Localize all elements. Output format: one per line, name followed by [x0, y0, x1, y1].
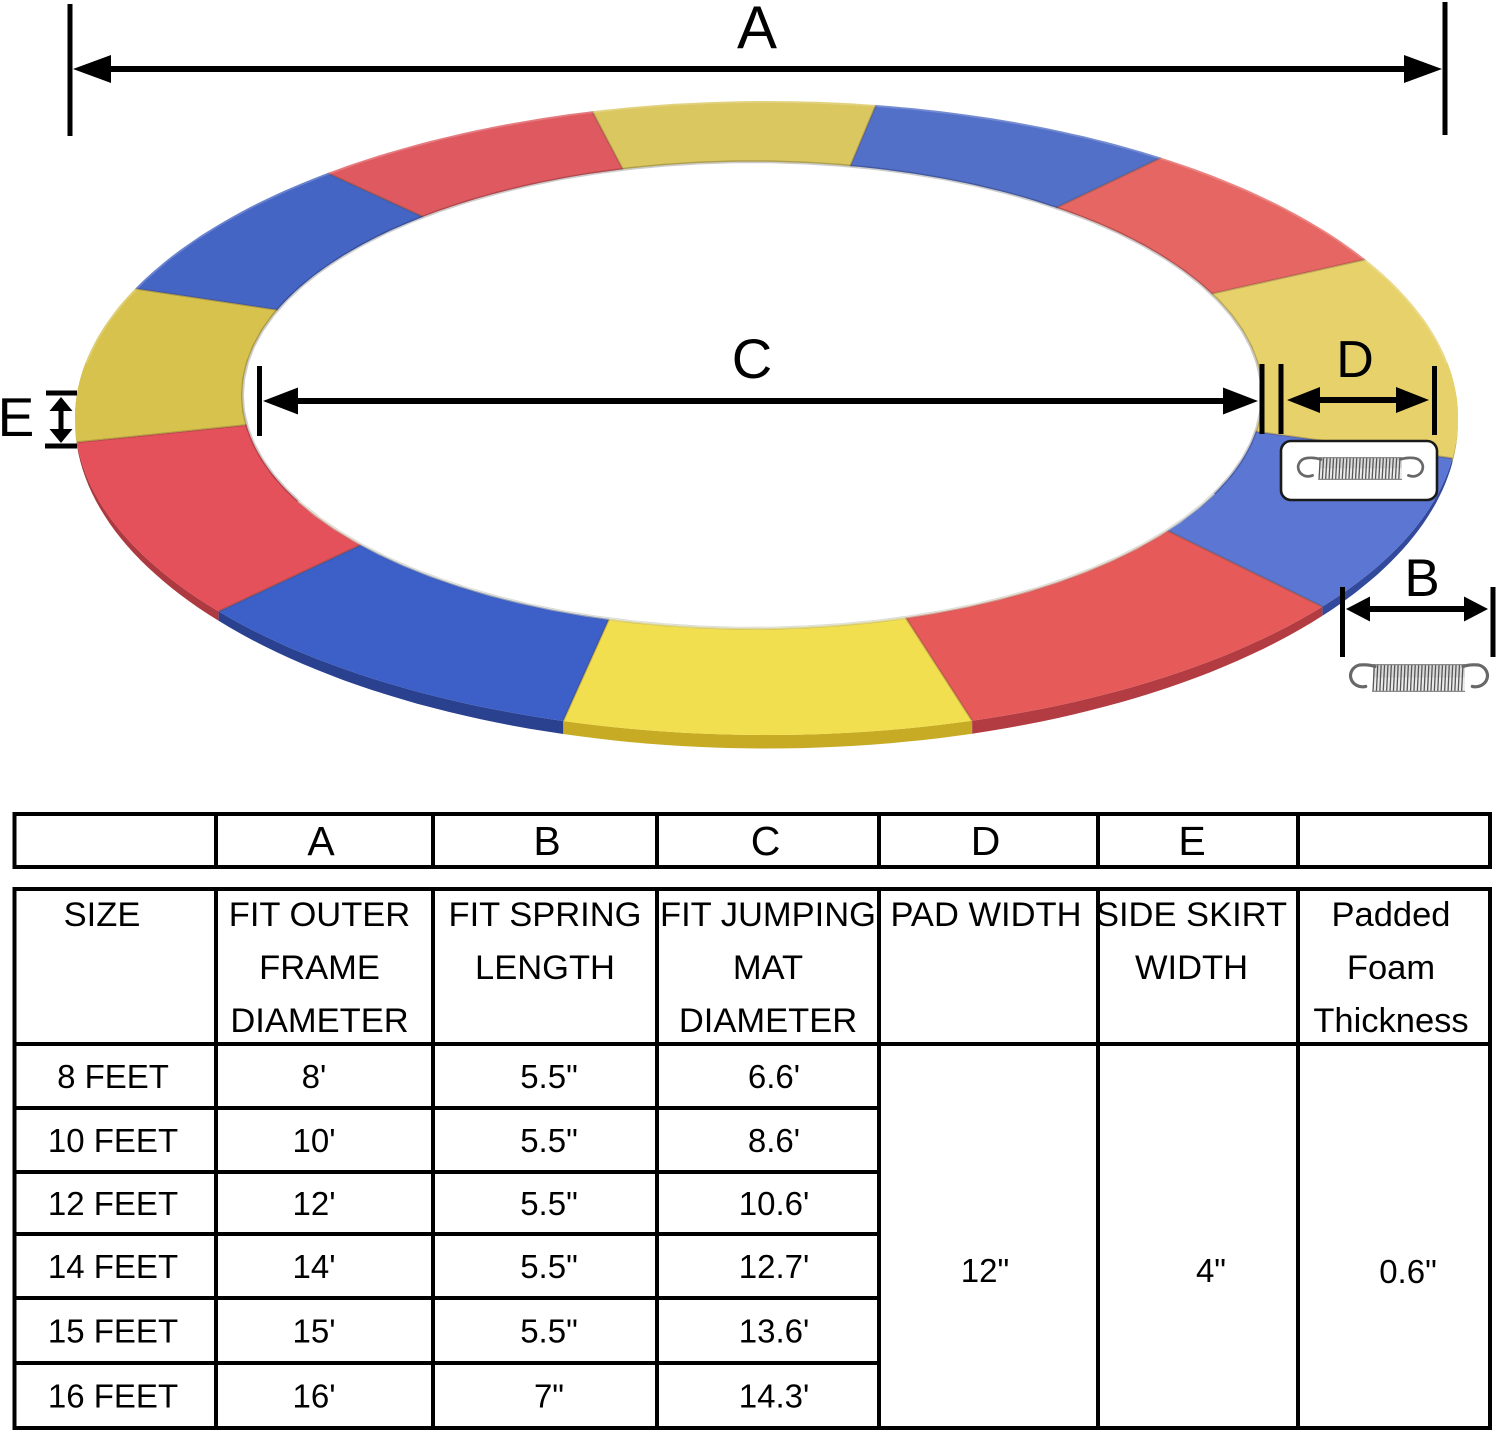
svg-text:15 FEET: 15 FEET	[48, 1313, 178, 1350]
svg-text:D: D	[971, 818, 1001, 864]
svg-text:12 FEET: 12 FEET	[48, 1185, 178, 1222]
svg-text:6.6': 6.6'	[748, 1058, 800, 1095]
svg-text:7": 7"	[534, 1378, 564, 1415]
svg-text:SIDE SKIRT: SIDE SKIRT	[1096, 896, 1287, 934]
svg-text:A: A	[737, 0, 777, 61]
svg-text:FRAME: FRAME	[259, 949, 380, 987]
svg-text:5.5": 5.5"	[520, 1122, 578, 1159]
svg-text:FIT OUTER: FIT OUTER	[229, 896, 410, 934]
svg-text:5.5": 5.5"	[520, 1058, 578, 1095]
svg-text:5.5": 5.5"	[520, 1313, 578, 1350]
svg-text:Padded: Padded	[1332, 896, 1451, 934]
svg-text:10': 10'	[292, 1122, 335, 1159]
svg-text:DIAMETER: DIAMETER	[679, 1002, 857, 1040]
svg-text:Foam: Foam	[1347, 949, 1435, 987]
svg-text:SIZE: SIZE	[64, 896, 141, 934]
svg-text:15': 15'	[292, 1313, 335, 1350]
svg-text:LENGTH: LENGTH	[475, 949, 615, 987]
svg-text:A: A	[307, 818, 335, 864]
svg-text:FIT JUMPING: FIT JUMPING	[660, 896, 876, 934]
svg-text:PAD WIDTH: PAD WIDTH	[890, 896, 1081, 934]
svg-text:Thickness: Thickness	[1313, 1002, 1468, 1040]
svg-text:MAT: MAT	[733, 949, 803, 987]
svg-text:E: E	[1178, 818, 1205, 864]
svg-text:8 FEET: 8 FEET	[57, 1058, 169, 1095]
svg-text:E: E	[0, 386, 34, 448]
svg-text:B: B	[533, 818, 560, 864]
svg-text:12.7': 12.7'	[739, 1248, 810, 1285]
svg-text:4": 4"	[1196, 1252, 1226, 1289]
svg-text:10.6': 10.6'	[739, 1185, 810, 1222]
svg-text:DIAMETER: DIAMETER	[230, 1002, 408, 1040]
svg-text:5.5": 5.5"	[520, 1248, 578, 1285]
svg-text:16 FEET: 16 FEET	[48, 1378, 178, 1415]
svg-text:FIT SPRING: FIT SPRING	[449, 896, 642, 934]
svg-text:10 FEET: 10 FEET	[48, 1122, 178, 1159]
svg-text:12": 12"	[961, 1252, 1009, 1289]
svg-text:8': 8'	[302, 1058, 327, 1095]
svg-text:C: C	[751, 818, 781, 864]
svg-text:16': 16'	[292, 1378, 335, 1415]
svg-text:14.3': 14.3'	[739, 1378, 810, 1415]
svg-text:14': 14'	[292, 1248, 335, 1285]
svg-text:12': 12'	[292, 1185, 335, 1222]
svg-text:13.6': 13.6'	[739, 1313, 810, 1350]
svg-text:B: B	[1404, 549, 1439, 608]
svg-text:D: D	[1336, 331, 1374, 389]
svg-text:5.5": 5.5"	[520, 1185, 578, 1222]
svg-text:C: C	[732, 327, 772, 390]
svg-text:WIDTH: WIDTH	[1135, 949, 1248, 987]
svg-text:0.6": 0.6"	[1379, 1253, 1437, 1290]
svg-text:8.6': 8.6'	[748, 1122, 800, 1159]
svg-text:14 FEET: 14 FEET	[48, 1248, 178, 1285]
